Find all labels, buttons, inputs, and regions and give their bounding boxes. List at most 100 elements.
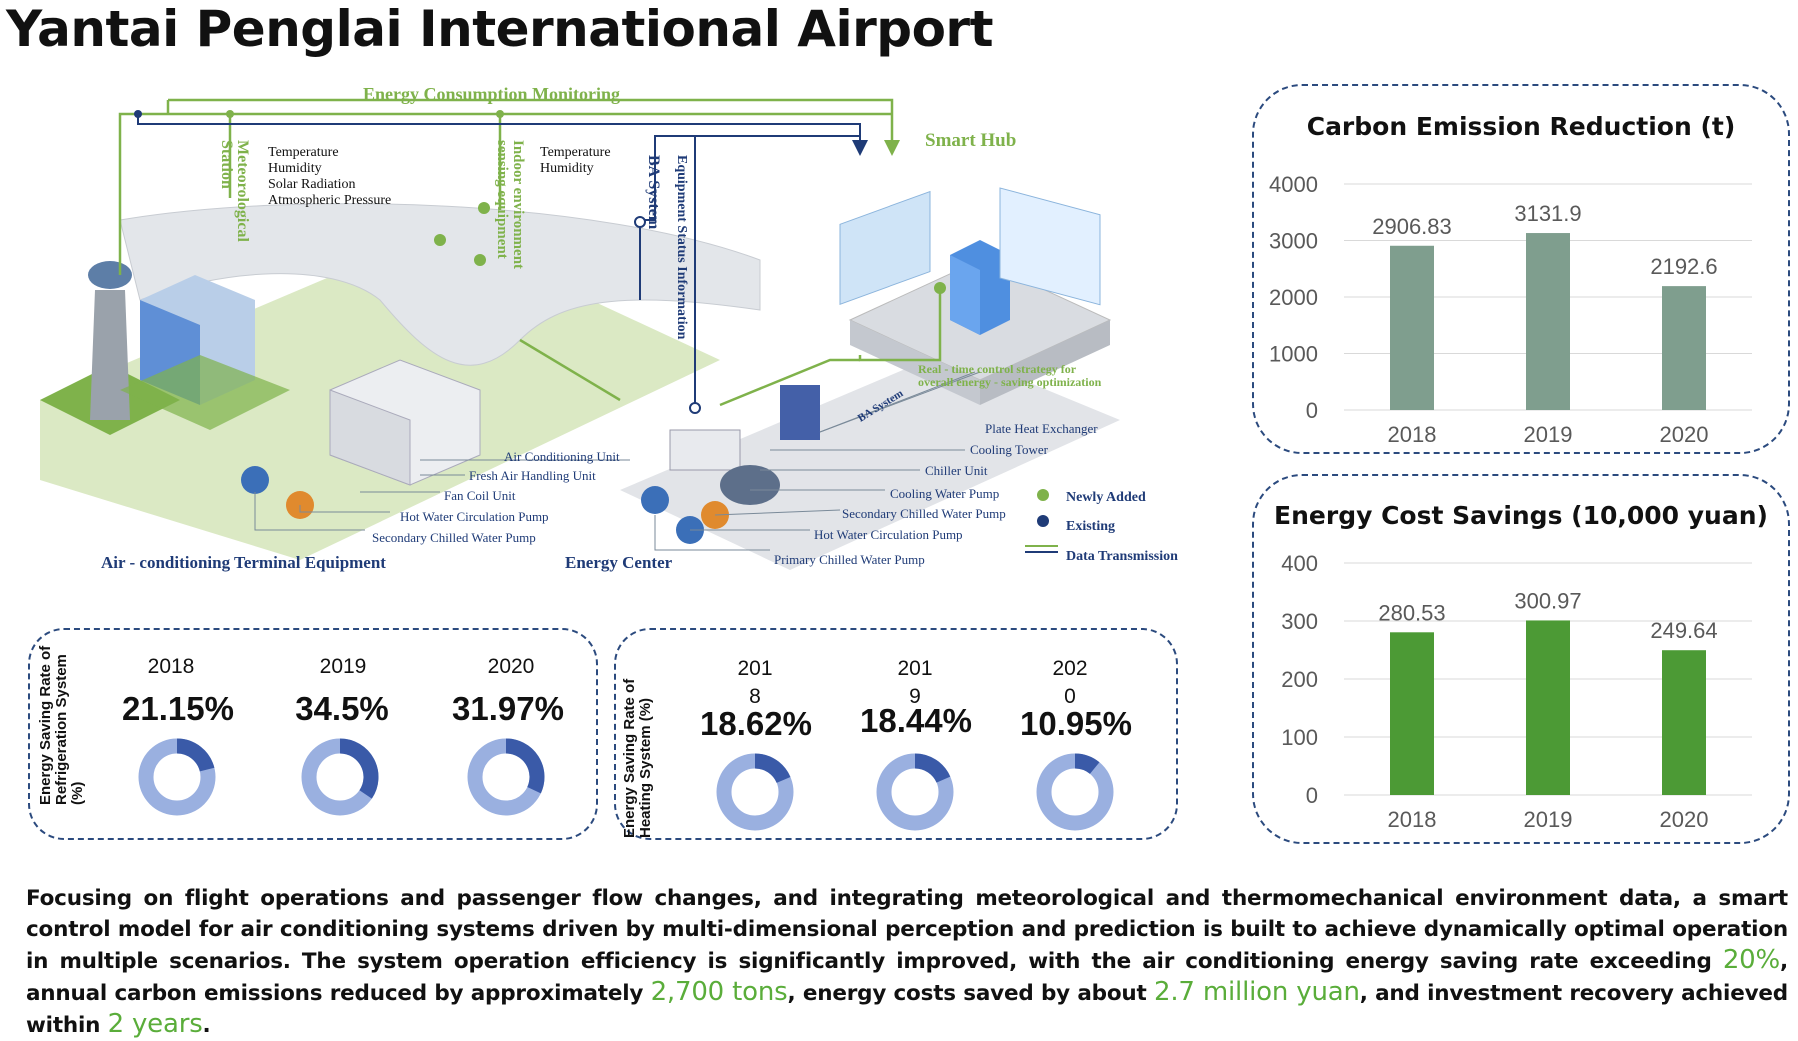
y-tick-label: 0 bbox=[1306, 398, 1318, 423]
legend-existing-marker bbox=[1037, 515, 1049, 527]
met-param: Humidity bbox=[268, 161, 322, 176]
realtime-control-line: overall energy - saving optimization bbox=[918, 375, 1102, 389]
legend-data-transmission: Data Transmission bbox=[1066, 549, 1178, 564]
met-param: Solar Radiation bbox=[268, 177, 356, 192]
heating-value: 10.95% bbox=[1020, 705, 1132, 742]
donut-segment bbox=[754, 753, 791, 784]
donut-segment bbox=[339, 738, 379, 799]
energy-center-title: Energy Center bbox=[565, 553, 673, 572]
meteorological-station-label: Meteorological Station bbox=[218, 140, 251, 242]
bar-value-label: 300.97 bbox=[1514, 588, 1581, 613]
energy-center-floor bbox=[620, 350, 1120, 570]
energy-item: Cooling Tower bbox=[970, 442, 1048, 457]
terminal-title: Air - conditioning Terminal Equipment bbox=[101, 553, 386, 572]
terminal-item: Fan Coil Unit bbox=[444, 488, 516, 503]
terminal-item: Hot Water Circulation Pump bbox=[400, 509, 549, 524]
indoor-param: Humidity bbox=[540, 161, 594, 176]
bar bbox=[1662, 286, 1706, 410]
sensor-dot bbox=[434, 234, 446, 246]
energy-item: Hot Water Circulation Pump bbox=[814, 527, 963, 542]
heating-year: 202 0 bbox=[1052, 657, 1088, 708]
terminal-building bbox=[119, 203, 761, 366]
energy-item: Plate Heat Exchanger bbox=[985, 421, 1098, 436]
bar-value-label: 2906.83 bbox=[1372, 214, 1452, 239]
pump-icon bbox=[241, 466, 269, 494]
server-face bbox=[950, 255, 980, 335]
met-param: Temperature bbox=[268, 145, 339, 160]
smart-hub-platform-side2 bbox=[980, 320, 1110, 405]
heating-year: 201 8 bbox=[737, 657, 773, 708]
node-dot bbox=[496, 110, 504, 118]
cooling-tower-icon bbox=[720, 465, 780, 505]
page-title: Yantai Penglai International Airport bbox=[6, 0, 993, 58]
air-conditioning-unit-icon bbox=[329, 359, 481, 486]
y-tick-label: 400 bbox=[1281, 551, 1318, 576]
carbon-chart-title: Carbon Emission Reduction (t) bbox=[1306, 112, 1736, 141]
bar bbox=[1526, 233, 1570, 410]
tower-cab bbox=[88, 261, 132, 289]
bar bbox=[1526, 620, 1570, 795]
equipment-status-label: Equipment Status Information bbox=[674, 155, 689, 340]
y-tick-label: 2000 bbox=[1269, 285, 1318, 310]
y-tick-label: 300 bbox=[1281, 609, 1318, 634]
navy-data-lines bbox=[137, 114, 861, 408]
summary-text: , energy costs saved by about bbox=[787, 981, 1154, 1006]
legend-newly-added: Newly Added bbox=[1066, 490, 1146, 505]
ba-system-label: BA System bbox=[645, 155, 662, 230]
y-tick-label: 200 bbox=[1281, 667, 1318, 692]
node-dot bbox=[226, 110, 234, 118]
x-tick-label: 2018 bbox=[1388, 422, 1437, 447]
bar-value-label: 3131.9 bbox=[1514, 201, 1581, 226]
smart-hub-label: Smart Hub bbox=[925, 130, 1017, 151]
dashboard-screen-icon bbox=[839, 190, 931, 305]
bar bbox=[1662, 650, 1706, 795]
cost-chart-title: Energy Cost Savings (10,000 yuan) bbox=[1274, 501, 1768, 530]
energy-item: Chiller Unit bbox=[925, 463, 988, 478]
legend-existing: Existing bbox=[1066, 519, 1116, 534]
arrow-down-icon bbox=[852, 140, 868, 156]
callout-lines bbox=[254, 371, 981, 551]
heating-value: 18.62% bbox=[700, 705, 812, 742]
system-diagram-graphic bbox=[40, 98, 1120, 570]
y-tick-label: 1000 bbox=[1269, 342, 1318, 367]
chiller-unit-icon bbox=[669, 429, 741, 471]
legend-newly-added-marker bbox=[1037, 489, 1049, 501]
summary-text: . bbox=[202, 1013, 211, 1038]
plate-heat-exchanger-icon bbox=[780, 385, 820, 440]
bar-value-label: 249.64 bbox=[1650, 618, 1717, 643]
summary-highlight: 2.7 million yuan bbox=[1153, 977, 1360, 1007]
met-params: Temperature Humidity Solar Radiation Atm… bbox=[268, 145, 391, 209]
summary-text: Focusing on flight operations and passen… bbox=[26, 886, 1788, 974]
arrow-down-icon bbox=[884, 140, 900, 156]
carbon-chart-panel bbox=[1252, 84, 1790, 454]
refrigeration-value: 34.5% bbox=[295, 690, 389, 727]
system-diagram bbox=[0, 60, 1230, 580]
summary-paragraph: Focusing on flight operations and passen… bbox=[26, 883, 1788, 1041]
y-tick-label: 4000 bbox=[1269, 172, 1318, 197]
realtime-control-label: Real - time control strategy for overall… bbox=[918, 363, 1101, 389]
refrigeration-year: 2018 bbox=[147, 655, 195, 678]
pump-icon bbox=[641, 486, 669, 514]
x-tick-label: 2020 bbox=[1660, 422, 1709, 447]
met-building-ground bbox=[120, 355, 290, 430]
indoor-sensing-label: Indoor environment sensing equipment bbox=[494, 140, 526, 270]
x-tick-label: 2019 bbox=[1524, 422, 1573, 447]
donut-track bbox=[1036, 753, 1114, 831]
green-data-lines bbox=[118, 98, 942, 407]
heating-value: 18.44% bbox=[860, 702, 972, 739]
summary-text: , annual carbon emissions reduced by app… bbox=[26, 949, 1788, 1006]
refrigeration-value: 21.15% bbox=[122, 690, 234, 727]
dashboard-screen-icon-2 bbox=[999, 187, 1101, 306]
sensor-dot bbox=[478, 202, 490, 214]
summary-highlight: 2,700 tons bbox=[650, 977, 788, 1007]
energy-item: Secondary Chilled Water Pump bbox=[842, 506, 1006, 521]
energy-monitoring-label: Energy Consumption Monitoring bbox=[363, 84, 621, 104]
refrigeration-value: 31.97% bbox=[452, 690, 564, 727]
energy-item: Cooling Water Pump bbox=[890, 486, 1000, 501]
refrigeration-year: 2019 bbox=[319, 655, 367, 678]
donut-segment bbox=[176, 738, 215, 772]
energy-item: Primary Chilled Water Pump bbox=[774, 552, 925, 567]
y-tick-label: 0 bbox=[1306, 783, 1318, 808]
control-tower-icon bbox=[90, 290, 130, 420]
sensor-dot bbox=[934, 282, 946, 294]
